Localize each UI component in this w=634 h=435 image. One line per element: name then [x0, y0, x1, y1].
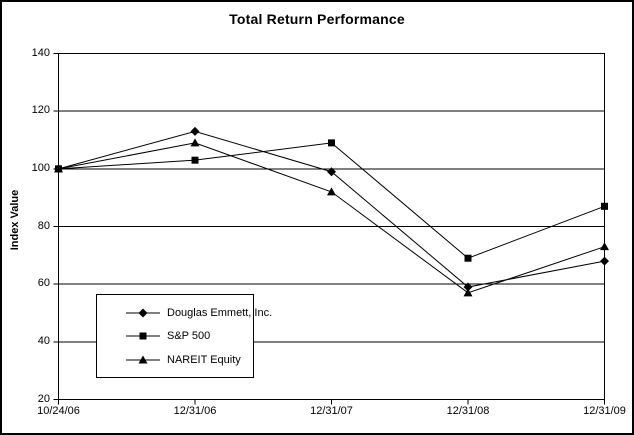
legend-item-nareit-equity: NAREIT Equity [126, 354, 253, 366]
data-point-marker [463, 288, 473, 297]
legend-label: S&P 500 [167, 330, 211, 342]
y-tick-label: 120 [31, 104, 50, 117]
data-point-marker [600, 256, 609, 266]
series-line [58, 130, 605, 288]
data-point-marker [190, 138, 200, 147]
legend-item-s-p-500: S&P 500 [126, 330, 253, 342]
series-nareit-equity [54, 138, 609, 297]
diamond-legend-marker-icon [126, 308, 160, 317]
y-tick-label: 100 [31, 161, 50, 174]
series-line [58, 142, 605, 294]
x-tick-label: 10/24/06 [37, 405, 80, 417]
y-tick-label: 40 [37, 334, 50, 347]
data-point-marker [191, 156, 199, 164]
triangle-legend-marker-icon [126, 355, 160, 363]
data-point-marker [327, 187, 336, 196]
y-tick-label: 80 [37, 219, 50, 232]
legend-label: Douglas Emmett, Inc. [167, 306, 273, 319]
data-point-marker [328, 139, 335, 147]
data-point-marker [139, 332, 147, 340]
legend-label: NAREIT Equity [167, 353, 241, 366]
x-tick-label: 12/31/09 [583, 405, 626, 417]
series-s-p-500 [55, 139, 608, 262]
legend-item-douglas-emmett-inc: Douglas Emmett, Inc. [126, 307, 272, 319]
x-tick-label: 12/31/08 [446, 405, 490, 417]
data-point-marker [55, 165, 62, 173]
y-tick-label: 140 [31, 46, 50, 59]
data-point-marker [190, 126, 200, 136]
data-point-marker [601, 202, 608, 210]
data-point-marker [327, 167, 336, 177]
chart-title: Total Return Performance [229, 11, 405, 27]
y-tick-label: 60 [37, 277, 50, 290]
series-line [58, 142, 605, 259]
data-point-marker [138, 355, 148, 363]
plot-border [58, 53, 605, 400]
x-tick-label: 12/31/07 [310, 405, 353, 417]
series-douglas-emmett-inc [54, 126, 609, 292]
x-tick-label: 12/31/06 [173, 405, 217, 417]
y-tick-label: 20 [37, 392, 50, 405]
data-point-marker [600, 242, 609, 251]
data-point-marker [138, 308, 148, 317]
square-legend-marker-icon [126, 332, 160, 340]
data-point-marker [463, 282, 473, 292]
x-axis-ticks [58, 399, 605, 405]
legend: Douglas Emmett, Inc. S&P 500 NAREIT Equity [96, 294, 272, 378]
data-point-marker [464, 254, 472, 262]
